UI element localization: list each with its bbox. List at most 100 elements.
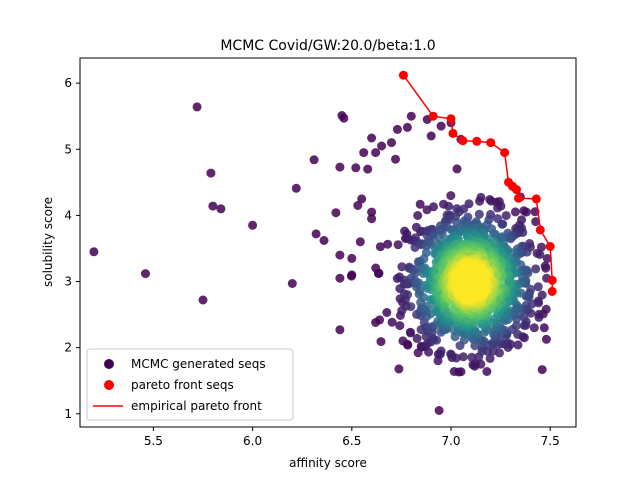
mcmc-point	[531, 217, 541, 227]
pareto-point	[448, 128, 458, 138]
mcmc-point	[452, 164, 462, 174]
mcmc-point	[216, 204, 226, 214]
y-axis-label: solubility score	[41, 197, 55, 287]
mcmc-point	[436, 121, 446, 131]
mcmc-point	[347, 270, 357, 280]
mcmc-point	[529, 323, 539, 333]
mcmc-point	[402, 122, 412, 132]
mcmc-point	[419, 254, 429, 264]
pareto-point	[545, 242, 555, 251]
mcmc-point	[486, 196, 496, 206]
x-tick-label: 5.5	[144, 434, 163, 448]
mcmc-point	[542, 254, 552, 263]
mcmc-point	[426, 131, 436, 141]
pareto-point	[535, 225, 545, 235]
x-tick-label: 7.0	[441, 434, 460, 448]
mcmc-point	[539, 323, 549, 333]
mcmc-point	[311, 229, 321, 239]
y-axis: 1 2 3 4 5 6	[64, 76, 80, 421]
mcmc-point	[475, 196, 485, 206]
mcmc-point	[363, 164, 373, 174]
mcmc-point	[405, 327, 415, 337]
pareto-point	[547, 286, 557, 296]
mcmc-point	[422, 301, 432, 311]
mcmc-point	[351, 163, 361, 173]
y-tick-label: 1	[64, 407, 72, 421]
mcmc-point	[206, 168, 216, 178]
mcmc-point	[367, 214, 377, 224]
legend-label-pareto: pareto front seqs	[131, 378, 234, 392]
pareto-point	[500, 148, 510, 158]
mcmc-point	[402, 339, 412, 349]
mcmc-point	[446, 191, 456, 201]
mcmc-point	[367, 207, 377, 217]
mcmc-point	[532, 248, 542, 258]
mcmc-point	[397, 262, 407, 272]
pareto-point	[458, 136, 468, 146]
x-axis: 5.5 6.0 6.5 7.0 7.5	[144, 427, 560, 448]
mcmc-point	[406, 111, 416, 121]
x-tick-label: 7.5	[541, 434, 560, 448]
mcmc-point	[192, 102, 202, 112]
mcmc-point	[377, 141, 387, 151]
mcmc-point	[467, 352, 477, 362]
mcmc-point	[456, 367, 466, 377]
mcmc-point	[394, 364, 404, 374]
mcmc-point	[291, 183, 301, 193]
mcmc-point	[375, 242, 385, 252]
mcmc-point	[198, 295, 208, 305]
mcmc-point	[444, 215, 454, 225]
mcmc-point	[387, 138, 396, 148]
mcmc-point	[497, 219, 507, 229]
mcmc-point	[335, 325, 345, 335]
mcmc-point	[434, 406, 444, 415]
mcmc-point	[432, 335, 442, 345]
mcmc-point	[493, 203, 502, 213]
mcmc-point	[335, 273, 345, 283]
mcmc-point	[335, 250, 345, 260]
mcmc-point	[534, 309, 544, 319]
mcmc-point	[383, 239, 393, 249]
y-tick-label: 6	[64, 76, 72, 90]
mcmc-point	[482, 367, 492, 376]
y-tick-label: 4	[64, 208, 72, 222]
legend-box	[86, 348, 294, 421]
x-axis-label: affinity score	[289, 456, 367, 470]
legend: MCMC generated seqs pareto front seqs em…	[86, 348, 294, 421]
mcmc-point	[248, 220, 258, 230]
mcmc-point	[531, 264, 541, 274]
mcmc-point	[382, 308, 392, 317]
x-tick-label: 6.0	[243, 434, 262, 448]
mcmc-point	[395, 321, 405, 331]
mcmc-point	[353, 201, 363, 210]
mcmc-point	[319, 236, 329, 245]
mcmc-point	[403, 290, 412, 300]
mcmc-point	[392, 124, 402, 134]
mcmc-point	[376, 337, 386, 347]
mcmc-point	[357, 194, 367, 204]
mcmc-point	[458, 352, 468, 362]
mcmc-point	[510, 207, 520, 217]
y-tick-label: 3	[64, 275, 72, 289]
mcmc-point	[387, 317, 397, 327]
mcmc-point	[446, 349, 456, 359]
x-tick-label: 6.5	[342, 434, 361, 448]
mcmc-point	[415, 199, 425, 209]
pareto-point	[512, 185, 521, 195]
axes-frame	[79, 57, 577, 428]
mcmc-point	[355, 237, 365, 247]
legend-marker-mcmc	[104, 359, 114, 369]
mcmc-point	[367, 133, 377, 143]
mcmc-point	[89, 247, 99, 257]
mcmc-point	[474, 209, 484, 219]
pareto-point	[446, 114, 456, 124]
mcmc-point	[393, 240, 403, 250]
chart-title: MCMC Covid/GW:20.0/beta:1.0	[220, 38, 435, 54]
pareto-point	[531, 194, 541, 204]
pareto-point	[398, 70, 408, 80]
mcmc-point	[540, 261, 550, 271]
pareto-point	[472, 136, 482, 146]
pareto-point	[514, 193, 523, 203]
mcmc-point	[347, 253, 357, 263]
